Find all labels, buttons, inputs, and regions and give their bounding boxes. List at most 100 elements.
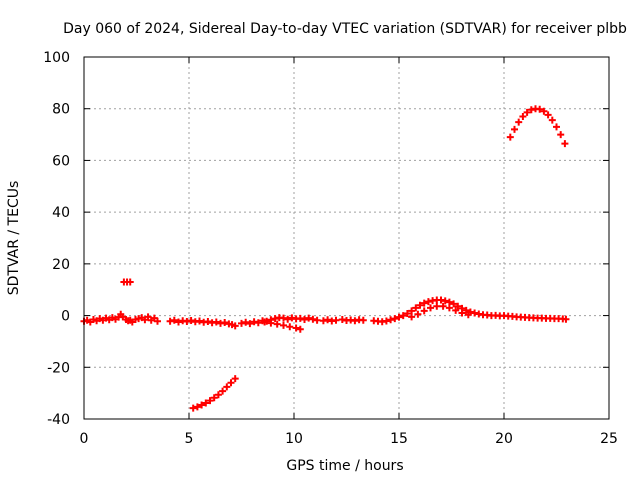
series-hump-lower-envelope (408, 302, 472, 321)
y-axis-label: SDTVAR / TECUs (6, 181, 22, 296)
data-point (238, 319, 245, 327)
data-point (296, 314, 304, 322)
y-tick-label: 0 (61, 309, 70, 325)
data-point (196, 317, 203, 325)
data-point (471, 309, 479, 317)
data-point (562, 315, 570, 323)
y-tick-label: 100 (43, 50, 70, 66)
data-points (80, 105, 570, 412)
y-tick-label: 80 (52, 102, 70, 118)
series-baseline-early (80, 310, 161, 326)
series-descending-branch (261, 318, 304, 333)
data-point (324, 316, 332, 324)
data-point (527, 106, 535, 114)
data-point (399, 312, 407, 320)
data-point (154, 317, 161, 325)
data-point (382, 317, 390, 325)
data-point (166, 317, 174, 325)
data-point (553, 123, 560, 131)
data-point (561, 140, 569, 148)
data-point (193, 403, 201, 411)
data-point (170, 316, 178, 324)
chart-title: Day 060 of 2024, Sidereal Day-to-day VTE… (63, 21, 627, 37)
data-point (557, 131, 565, 139)
data-point (227, 379, 235, 387)
data-point (212, 318, 220, 326)
y-tick-label: -20 (47, 360, 70, 376)
data-point (206, 397, 214, 405)
series-tail (483, 311, 570, 323)
data-point (250, 318, 258, 326)
data-point (412, 304, 420, 312)
data-point (288, 314, 296, 322)
data-point (351, 317, 359, 325)
data-point (544, 111, 552, 119)
data-point (454, 302, 462, 310)
data-point (403, 310, 411, 318)
series-baseline-midday (238, 314, 321, 328)
series-baseline-morning (166, 316, 239, 330)
data-point (204, 318, 212, 326)
data-point (126, 278, 134, 286)
data-point (523, 108, 531, 116)
data-point (441, 297, 449, 305)
x-axis-ticks: 0 5 10 15 20 25 (80, 57, 618, 447)
data-point (464, 311, 472, 319)
data-point (296, 325, 304, 333)
y-tick-label: 20 (52, 257, 70, 273)
data-point (338, 315, 346, 323)
data-point (395, 313, 403, 321)
data-point (548, 116, 556, 124)
data-point (198, 401, 206, 409)
data-point (359, 316, 367, 324)
data-point (210, 394, 218, 402)
data-point (420, 299, 428, 307)
data-point (214, 391, 222, 399)
data-point (427, 304, 434, 312)
data-point (284, 315, 292, 323)
data-point (183, 318, 191, 326)
x-axis-label: GPS time / hours (286, 458, 403, 474)
data-point (271, 315, 279, 323)
data-point (286, 323, 294, 331)
data-point (439, 302, 447, 310)
data-point (189, 404, 197, 412)
data-point (332, 316, 340, 324)
plot-frame (83, 56, 610, 420)
x-tick-label: 15 (390, 431, 408, 447)
data-point (408, 307, 416, 315)
data-point (231, 375, 239, 383)
data-point (536, 105, 544, 113)
data-point (221, 319, 229, 327)
data-point (414, 310, 422, 318)
data-point (450, 300, 458, 308)
data-point (452, 306, 460, 314)
data-point (301, 315, 308, 323)
data-point (273, 320, 281, 328)
data-point (420, 307, 428, 315)
data-point (261, 318, 269, 326)
data-point (433, 302, 441, 310)
series-negative-arc (189, 375, 239, 412)
x-tick-label: 10 (285, 431, 303, 447)
data-point (187, 316, 195, 324)
data-point (292, 324, 300, 332)
data-point (458, 309, 466, 317)
grid-lines (84, 57, 609, 419)
data-point (231, 322, 239, 330)
series-isolated (120, 278, 134, 286)
data-point (309, 315, 317, 323)
data-point (506, 133, 514, 141)
data-point (387, 316, 395, 324)
data-point (223, 383, 231, 391)
data-point (416, 301, 424, 309)
data-point (319, 317, 327, 325)
data-point (540, 107, 548, 115)
series-baseline-afternoon (319, 315, 367, 325)
y-axis-ticks: -40 -20 0 20 40 60 80 100 (43, 50, 609, 428)
data-point (515, 118, 523, 126)
data-point (424, 298, 432, 306)
series-high-arc (506, 105, 569, 148)
data-point (305, 314, 313, 322)
